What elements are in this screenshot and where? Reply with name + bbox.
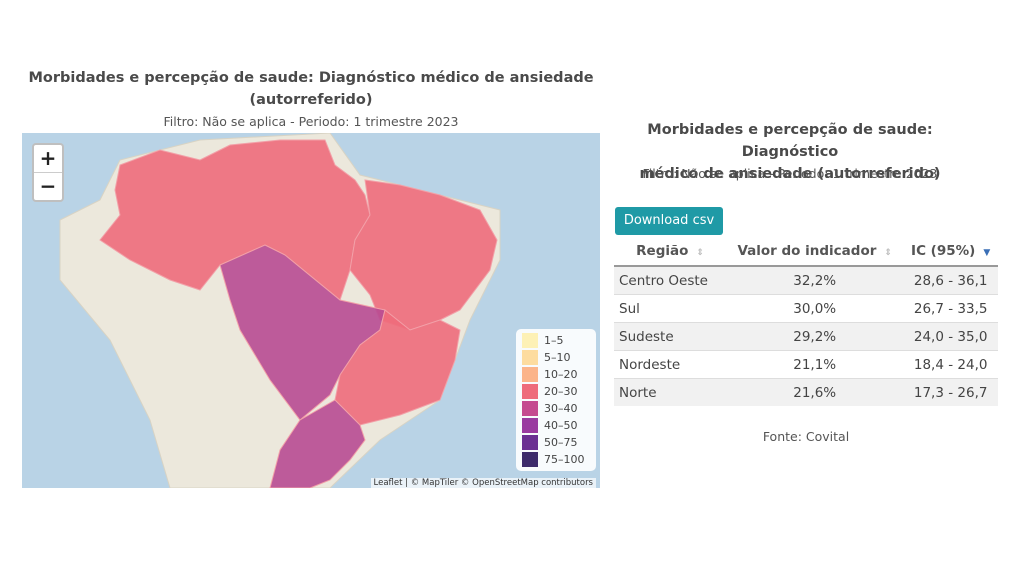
- region-sudeste[interactable]: [334, 309, 461, 426]
- table-filter: Filtro: Não se aplica - Periodo: 1 trime…: [642, 166, 938, 181]
- region-sul[interactable]: [269, 399, 366, 488]
- data-table: Região ⇕ Valor do indicador ⇕ IC (95%) ▼ Cent…: [614, 237, 998, 406]
- table-cell: 29,2%: [726, 322, 904, 351]
- map-filter: Filtro: Não se aplica - Periodo: 1 trime…: [163, 114, 459, 129]
- table-cell: Nordeste: [614, 350, 727, 379]
- legend-item: 5–10: [516, 349, 596, 366]
- table-row: Norte 21,6% 17,3 - 26,7: [614, 378, 998, 406]
- table-row: Centro Oeste 32,2% 28,6 - 36,1: [614, 265, 998, 295]
- legend-label: 30–40: [544, 402, 578, 415]
- map[interactable]: + − 1–5 5–10 10–20 20–30 30–40 40–50 50–75 75–1…: [22, 133, 600, 488]
- table-cell: 21,1%: [726, 350, 904, 379]
- table-title: Morbidades e percepção de saude: Diagnós…: [600, 119, 980, 185]
- zoom-out[interactable]: −: [34, 172, 62, 200]
- table-body: Centro Oeste 32,2% 28,6 - 36,1 Sul 30,0% 26,7…: [614, 265, 998, 406]
- table-cell: 21,6%: [726, 378, 904, 406]
- table-cell: 24,0 - 35,0: [903, 322, 998, 351]
- legend-label: 20–30: [544, 385, 578, 398]
- table-row: Sul 30,0% 26,7 - 33,5: [614, 294, 998, 323]
- legend-swatch: [522, 418, 538, 433]
- sort-icon: ⇕: [884, 248, 892, 258]
- legend-item: 50–75: [516, 434, 596, 451]
- table-cell: 30,0%: [726, 294, 904, 323]
- legend-label: 75–100: [544, 453, 585, 466]
- legend: 1–5 5–10 10–20 20–30 30–40 40–50 50–75 75–100: [516, 329, 596, 471]
- legend-item: 30–40: [516, 400, 596, 417]
- legend-label: 1–5: [544, 334, 564, 347]
- title-line: (autorreferido): [249, 92, 373, 108]
- download-button[interactable]: Download csv: [615, 207, 723, 235]
- legend-swatch: [522, 435, 538, 450]
- zoom-in[interactable]: +: [39, 146, 57, 170]
- legend-item: 40–50: [516, 417, 596, 434]
- table-cell: 17,3 - 26,7: [903, 378, 998, 406]
- title-line: Morbidades e percepção de saude: Diagnós…: [28, 70, 594, 86]
- legend-label: 40–50: [544, 419, 578, 432]
- legend-swatch: [522, 452, 538, 467]
- table-cell: 28,6 - 36,1: [903, 265, 998, 295]
- legend-swatch: [522, 333, 538, 348]
- legend-label: 5–10: [544, 351, 571, 364]
- table-cell: 26,7 - 33,5: [903, 294, 998, 323]
- column-header[interactable]: Região ⇕: [614, 237, 727, 267]
- attribution: Leaflet | © MapTiler © OpenStreetMap con…: [370, 478, 596, 488]
- legend-swatch: [522, 350, 538, 365]
- legend-swatch: [522, 384, 538, 399]
- header-row: Região ⇕ Valor do indicador ⇕ IC (95%) ▼: [614, 237, 998, 267]
- title-line: Morbidades e percepção de saude: Diagnós…: [647, 122, 933, 160]
- table-row: Nordeste 21,1% 18,4 - 24,0: [614, 350, 998, 379]
- legend-swatch: [522, 367, 538, 382]
- sort-icon: ▼: [983, 248, 991, 258]
- table-cell: Centro Oeste: [614, 265, 727, 295]
- table-cell: Norte: [614, 378, 727, 406]
- source: Fonte: Covital: [762, 429, 850, 444]
- title-line: médico de ansiedade (autorreferido): [639, 166, 941, 182]
- legend-swatch: [522, 401, 538, 416]
- map-title: Morbidades e percepção de saude: Diagnós…: [22, 67, 600, 111]
- table-cell: Sul: [614, 294, 727, 323]
- table-cell: 18,4 - 24,0: [903, 350, 998, 379]
- sort-icon: ⇕: [696, 248, 704, 258]
- table-cell: Sudeste: [614, 322, 727, 351]
- column-header[interactable]: Valor do indicador ⇕: [726, 237, 904, 267]
- legend-item: 1–5: [516, 332, 596, 349]
- legend-label: 50–75: [544, 436, 578, 449]
- legend-item: 10–20: [516, 366, 596, 383]
- table-row: Sudeste 29,2% 24,0 - 35,0: [614, 322, 998, 351]
- legend-label: 10–20: [544, 368, 578, 381]
- legend-item: 75–100: [516, 451, 596, 468]
- map-tiles: [59, 133, 501, 488]
- table-cell: 32,2%: [726, 265, 904, 295]
- column-header[interactable]: IC (95%) ▼: [903, 237, 998, 267]
- zoom-control: + −: [32, 143, 64, 202]
- legend-item: 20–30: [516, 383, 596, 400]
